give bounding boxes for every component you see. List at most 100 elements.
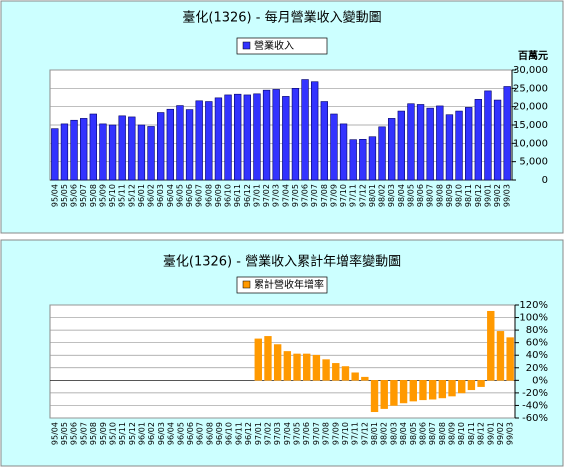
bar <box>51 128 59 181</box>
x-tick-label: 96/02 <box>147 422 156 445</box>
x-tick-label: 95/09 <box>98 184 107 207</box>
bar <box>176 105 184 181</box>
bar <box>243 94 251 181</box>
x-tick-label: 96/12 <box>244 422 253 445</box>
x-tick-label: 96/08 <box>204 184 213 207</box>
x-tick-label: 99/01 <box>483 184 492 207</box>
y-tick-label: 25,000 <box>513 83 548 94</box>
bar <box>60 123 69 181</box>
x-tick-label: 98/01 <box>370 422 379 445</box>
bar <box>380 380 388 409</box>
bar <box>506 337 514 381</box>
bar <box>147 126 155 181</box>
bar <box>409 380 417 402</box>
bar <box>359 139 367 181</box>
y-tick-label: -20% <box>522 388 548 399</box>
x-tick-label: 95/06 <box>70 184 79 207</box>
y-tick-label: 100% <box>519 313 548 324</box>
x-tick-label: 96/06 <box>186 422 195 445</box>
plot-area <box>49 304 516 419</box>
x-tick-label: 97/02 <box>262 184 271 207</box>
x-tick-label: 97/08 <box>320 184 329 207</box>
x-tick-label: 96/09 <box>214 184 223 207</box>
x-tick-label: 96/12 <box>243 184 252 207</box>
bar <box>397 110 405 181</box>
x-tick-label: 98/06 <box>416 184 425 207</box>
y-tick-label: 15,000 <box>513 120 548 131</box>
x-tick-label: 95/11 <box>118 184 127 207</box>
bar <box>166 108 174 181</box>
bar <box>458 380 466 394</box>
bar <box>341 366 350 381</box>
x-tick-label: 98/01 <box>368 184 377 207</box>
bar <box>205 101 213 181</box>
x-tick-label: 97/10 <box>339 184 348 207</box>
y-tick-label: 40% <box>526 350 548 361</box>
x-tick-label: 97/08 <box>322 422 331 445</box>
legend-label: 累計營收年增率 <box>254 278 324 291</box>
bar <box>254 338 262 381</box>
x-tick-label: 97/09 <box>329 184 338 207</box>
x-tick-label: 99/03 <box>503 184 512 207</box>
bar <box>388 118 396 181</box>
x-tick-label: 98/04 <box>399 422 408 445</box>
legend-label: 營業收入 <box>254 39 294 52</box>
x-tick-label: 96/03 <box>157 422 166 445</box>
y-tick-label: 0 <box>542 175 548 186</box>
bar <box>370 380 379 413</box>
x-tick-label: 97/04 <box>281 184 290 207</box>
x-tick-label: 96/04 <box>167 422 176 445</box>
x-tick-label: 97/03 <box>272 184 281 207</box>
x-tick-label: 98/06 <box>418 422 427 445</box>
x-tick-label: 98/07 <box>428 422 437 445</box>
x-tick-label: 96/05 <box>175 184 184 207</box>
x-tick-label: 98/12 <box>477 422 486 445</box>
y-tick-label: 60% <box>526 338 548 349</box>
x-tick-label: 97/12 <box>360 422 369 445</box>
x-tick-label: 97/09 <box>331 422 340 445</box>
y-axis-label: 百萬元 <box>518 49 548 62</box>
x-tick-label: 97/12 <box>358 184 367 207</box>
x-tick-label: 97/11 <box>351 422 360 445</box>
bar <box>493 99 502 181</box>
x-tick-label: 98/04 <box>397 184 406 207</box>
bar <box>332 363 340 381</box>
x-tick-label: 96/11 <box>234 422 243 445</box>
bar <box>283 351 292 381</box>
bar <box>157 112 165 181</box>
x-tick-label: 95/12 <box>128 422 137 445</box>
bar <box>99 123 107 181</box>
x-tick-label: 98/09 <box>445 184 454 207</box>
y-tick-label: 30,000 <box>513 65 548 76</box>
y-tick-label: 120% <box>519 300 548 311</box>
x-tick-label: 98/05 <box>409 422 418 445</box>
x-tick-label: 97/01 <box>254 422 263 445</box>
bar <box>234 93 242 181</box>
x-tick-label: 96/07 <box>195 184 204 207</box>
x-tick-label: 97/05 <box>291 184 300 207</box>
bar <box>293 353 301 381</box>
bar <box>264 336 272 381</box>
x-tick-label: 97/02 <box>263 422 272 445</box>
x-tick-label: 96/11 <box>233 184 242 207</box>
bar <box>253 93 261 181</box>
bar <box>195 100 203 181</box>
x-tick-label: 98/10 <box>457 422 466 445</box>
bar <box>503 86 511 181</box>
bar <box>436 105 444 181</box>
x-tick-label: 97/11 <box>349 184 358 207</box>
x-tick-label: 98/11 <box>467 422 476 445</box>
x-tick-label: 98/09 <box>448 422 457 445</box>
bar <box>118 115 126 181</box>
bar <box>399 380 408 404</box>
x-tick-label: 96/05 <box>176 422 185 445</box>
y-tick-label: 20,000 <box>513 102 548 113</box>
bar <box>426 107 434 181</box>
bar <box>291 88 300 181</box>
x-tick-label: 95/05 <box>60 422 69 445</box>
x-tick-label: 98/02 <box>378 184 387 207</box>
bar <box>312 354 321 381</box>
x-tick-label: 97/05 <box>293 422 302 445</box>
x-tick-label: 98/12 <box>474 184 483 207</box>
